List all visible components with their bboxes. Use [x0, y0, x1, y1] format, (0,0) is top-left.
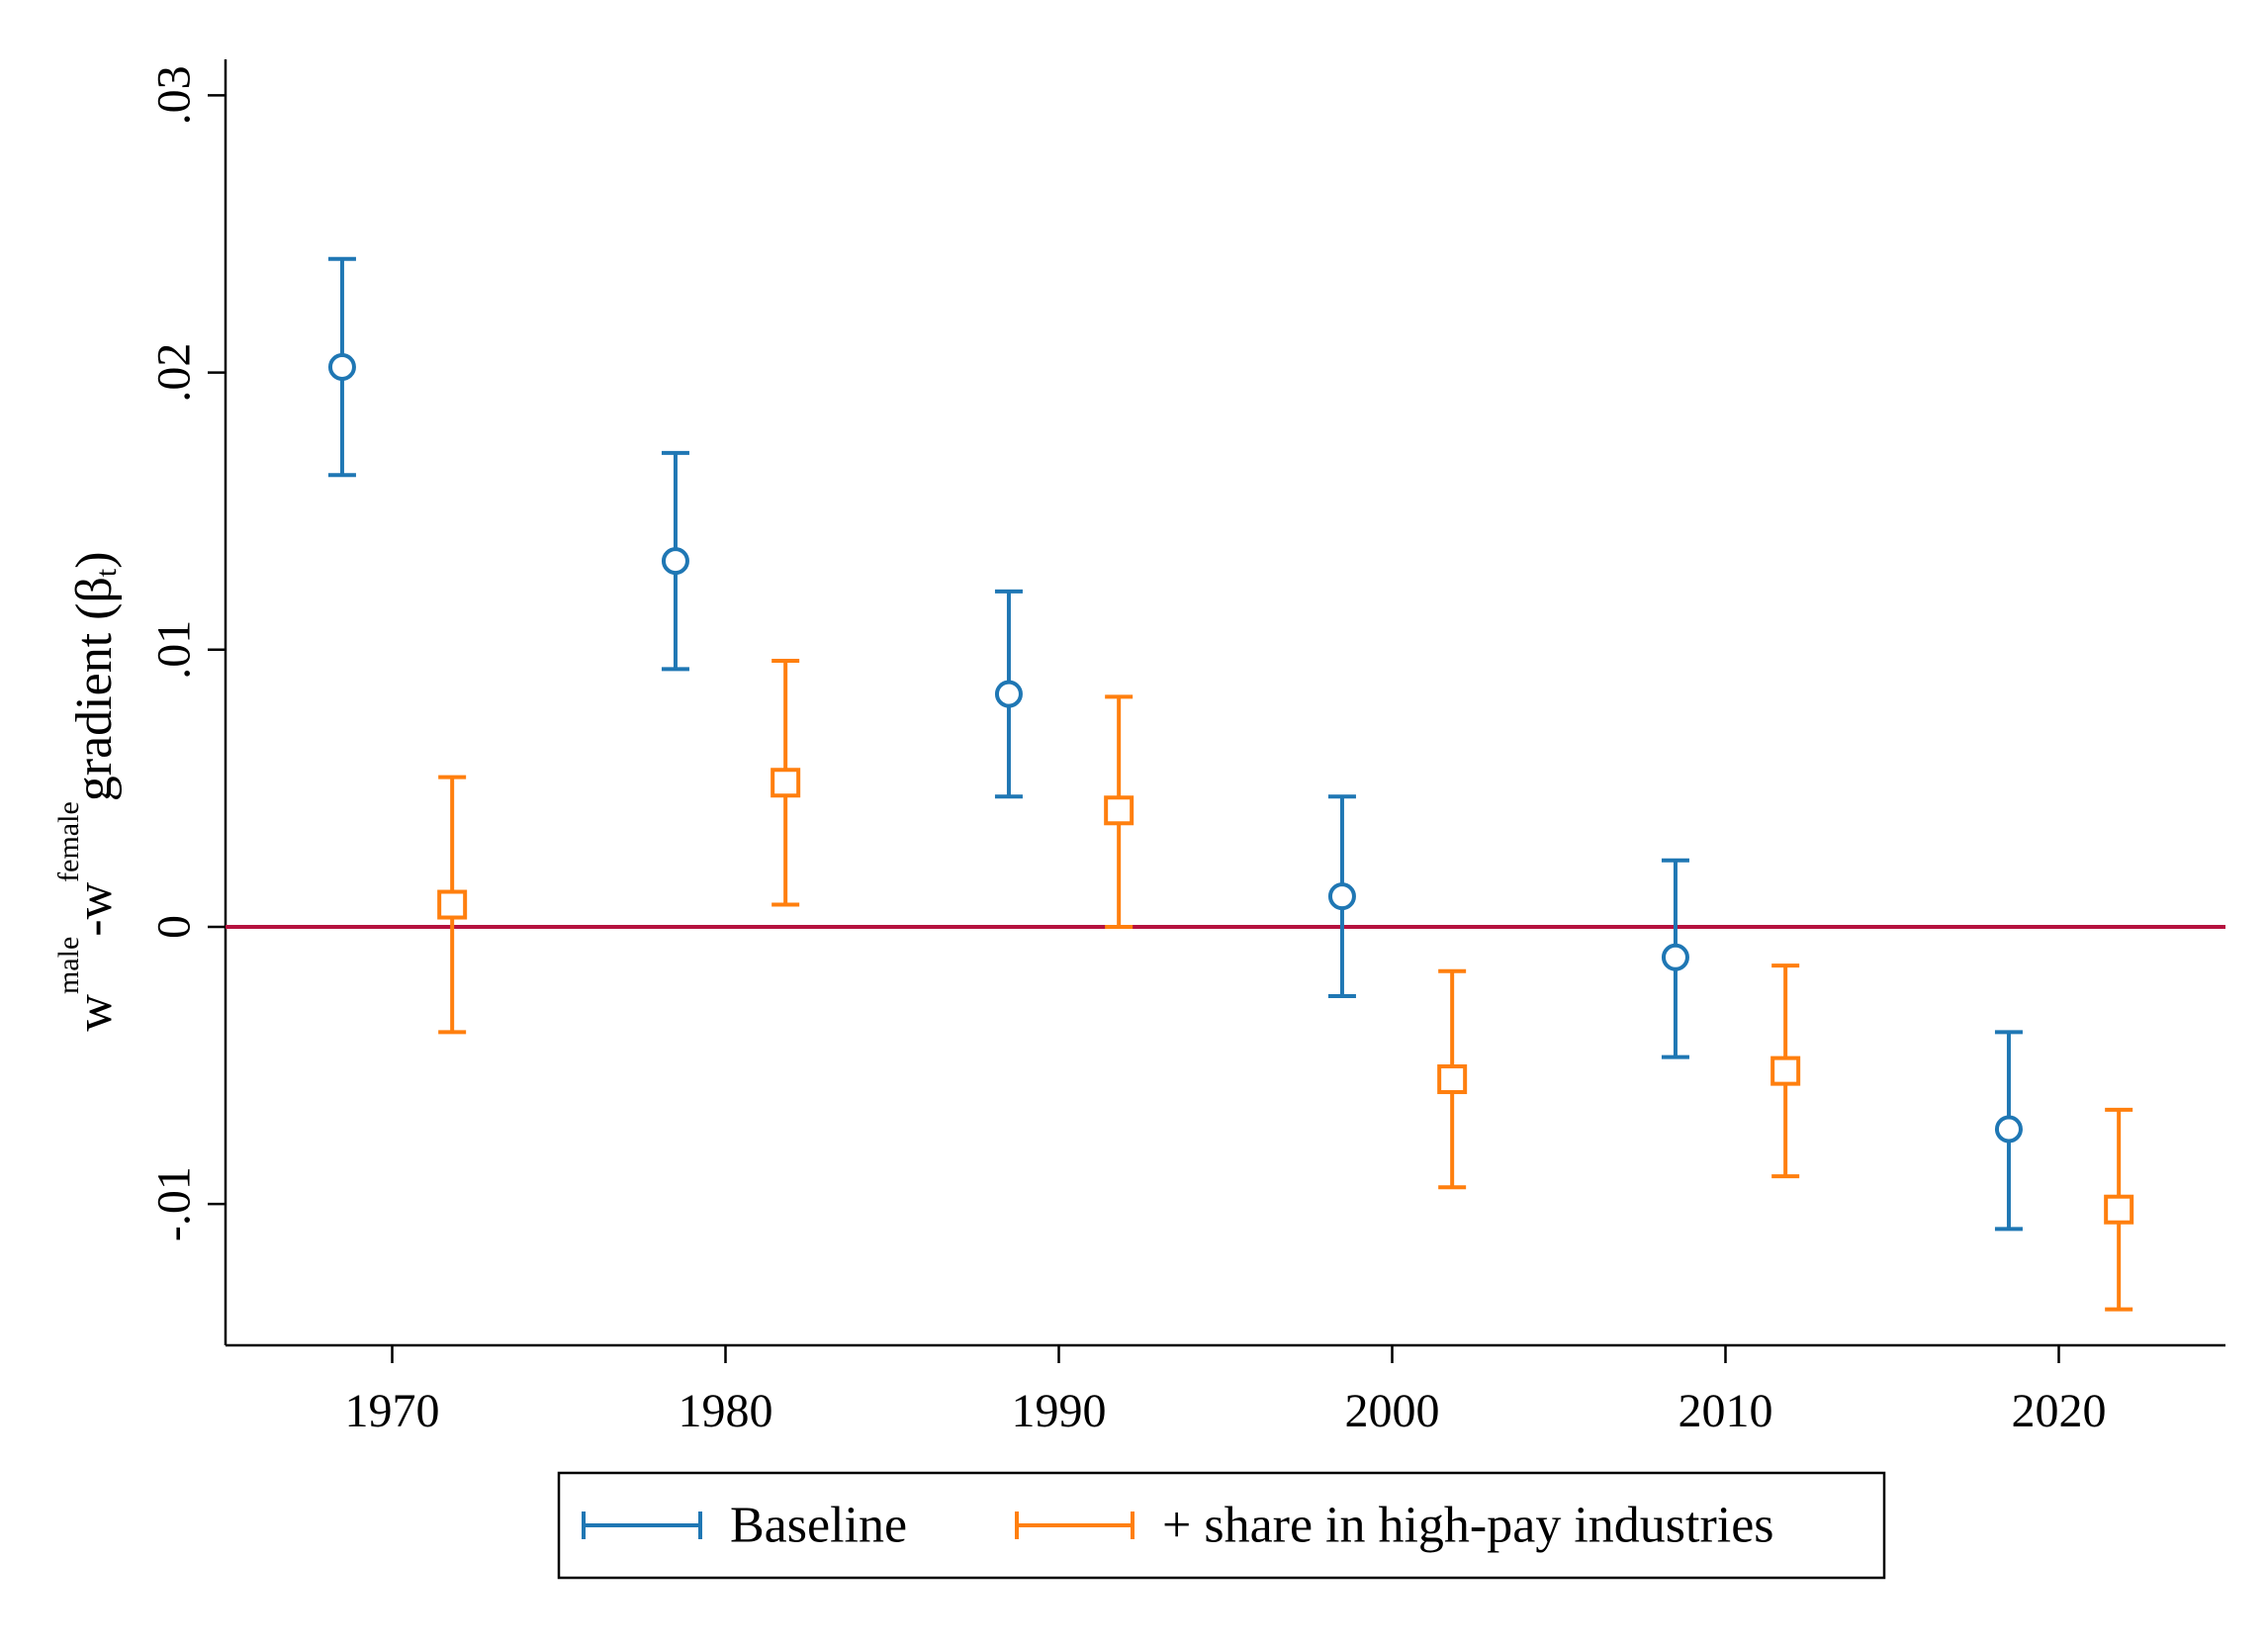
y-tick-label: 0	[148, 915, 201, 939]
y-title-mid: -w	[66, 881, 123, 936]
x-tick-label: 1970	[345, 1385, 440, 1437]
legend-item: + share in high-pay industries	[1015, 1498, 1774, 1554]
y-title-w1: w	[66, 994, 123, 1032]
data-point-square	[1770, 1055, 1801, 1086]
data-point-square	[437, 889, 468, 920]
series-high-pay-industries	[437, 658, 2134, 1312]
y-tick-label: .01	[148, 620, 201, 680]
y-title-end: )	[66, 551, 123, 568]
axes	[224, 59, 2225, 1347]
data-point-square	[1437, 1064, 1468, 1095]
data-point-circle	[1661, 943, 1689, 971]
data-point-circle	[1327, 882, 1356, 911]
y-tick-label: -.01	[148, 1166, 201, 1241]
y-ticks: -.01 0 .01 .02 .03	[148, 65, 226, 1241]
y-title-sup2: female	[52, 801, 85, 882]
legend: Baseline + share in high-pay industries	[557, 1471, 1886, 1580]
legend-box	[557, 1471, 1886, 1580]
data-point-circle	[327, 352, 356, 381]
legend-items: Baseline + share in high-pay industries	[582, 1498, 1774, 1554]
y-title-sup1: male	[52, 937, 85, 994]
data-point-square	[771, 768, 801, 798]
x-tick-label: 1980	[679, 1385, 773, 1437]
data-point-square	[2104, 1194, 2134, 1225]
y-tick-label: .02	[148, 343, 201, 403]
x-tick-label: 2000	[1345, 1385, 1440, 1437]
legend-item: Baseline	[582, 1498, 907, 1554]
series-layer	[327, 256, 2134, 1312]
legend-label: + share in high-pay industries	[1162, 1498, 1774, 1554]
y-tick-label: .03	[148, 65, 201, 125]
data-point-square	[1104, 795, 1134, 826]
y-title-sub: t	[90, 568, 123, 577]
y-axis-title: wmale-wfemalegradient (βt)	[52, 551, 123, 1031]
x-tick-label: 2010	[1678, 1385, 1773, 1437]
series-baseline	[327, 256, 2023, 1232]
y-title-rest: gradient (β	[66, 577, 123, 801]
x-tick-label: 1990	[1012, 1385, 1107, 1437]
x-tick-label: 2020	[2012, 1385, 2107, 1437]
data-point-circle	[1994, 1115, 2023, 1144]
data-point-circle	[994, 680, 1023, 708]
legend-label: Baseline	[730, 1498, 907, 1554]
x-ticks: 1970 1980 1990 2000 2010 2020	[345, 1345, 2107, 1437]
data-point-circle	[661, 547, 689, 576]
